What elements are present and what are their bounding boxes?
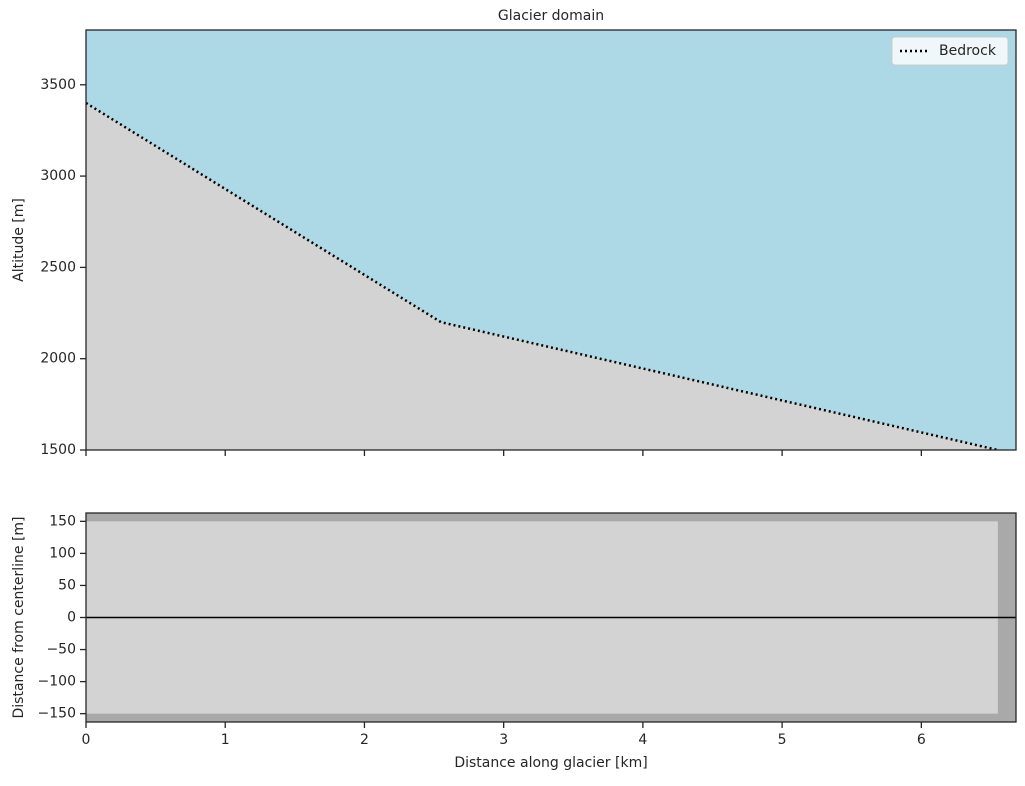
x-tick-label: 2 <box>360 732 369 748</box>
y-tick-label: 3500 <box>40 77 76 93</box>
y-tick-label: 100 <box>49 545 76 561</box>
x-tick-label: 1 <box>221 732 230 748</box>
x-axis-label: Distance along glacier [km] <box>454 755 647 771</box>
x-tick-label: 6 <box>917 732 926 748</box>
y-tick-label: 150 <box>49 513 76 529</box>
y-axis-label: Distance from centerline [m] <box>11 516 27 718</box>
y-tick-label: −100 <box>38 674 76 690</box>
legend-box <box>891 36 1009 66</box>
legend-label: Bedrock <box>939 43 997 59</box>
plot-area <box>86 513 1016 722</box>
x-tick-label: 5 <box>778 732 787 748</box>
plot-area <box>86 30 1016 450</box>
y-axis-label: Altitude [m] <box>11 198 27 282</box>
x-tick-label: 0 <box>82 732 91 748</box>
ground <box>86 103 1016 450</box>
y-tick-label: −50 <box>46 642 76 658</box>
x-tick-label: 4 <box>638 732 647 748</box>
y-tick-label: 1500 <box>40 442 76 458</box>
axes-frame <box>85 29 1017 451</box>
y-tick-label: 3000 <box>40 168 76 184</box>
x-tick-label: 3 <box>499 732 508 748</box>
y-tick-label: −150 <box>38 706 76 722</box>
y-tick-label: 2500 <box>40 259 76 275</box>
y-tick-label: 0 <box>67 610 76 626</box>
chart-title: Glacier domain <box>498 8 604 24</box>
y-tick-label: 50 <box>58 577 76 593</box>
y-tick-label: 2000 <box>40 351 76 367</box>
